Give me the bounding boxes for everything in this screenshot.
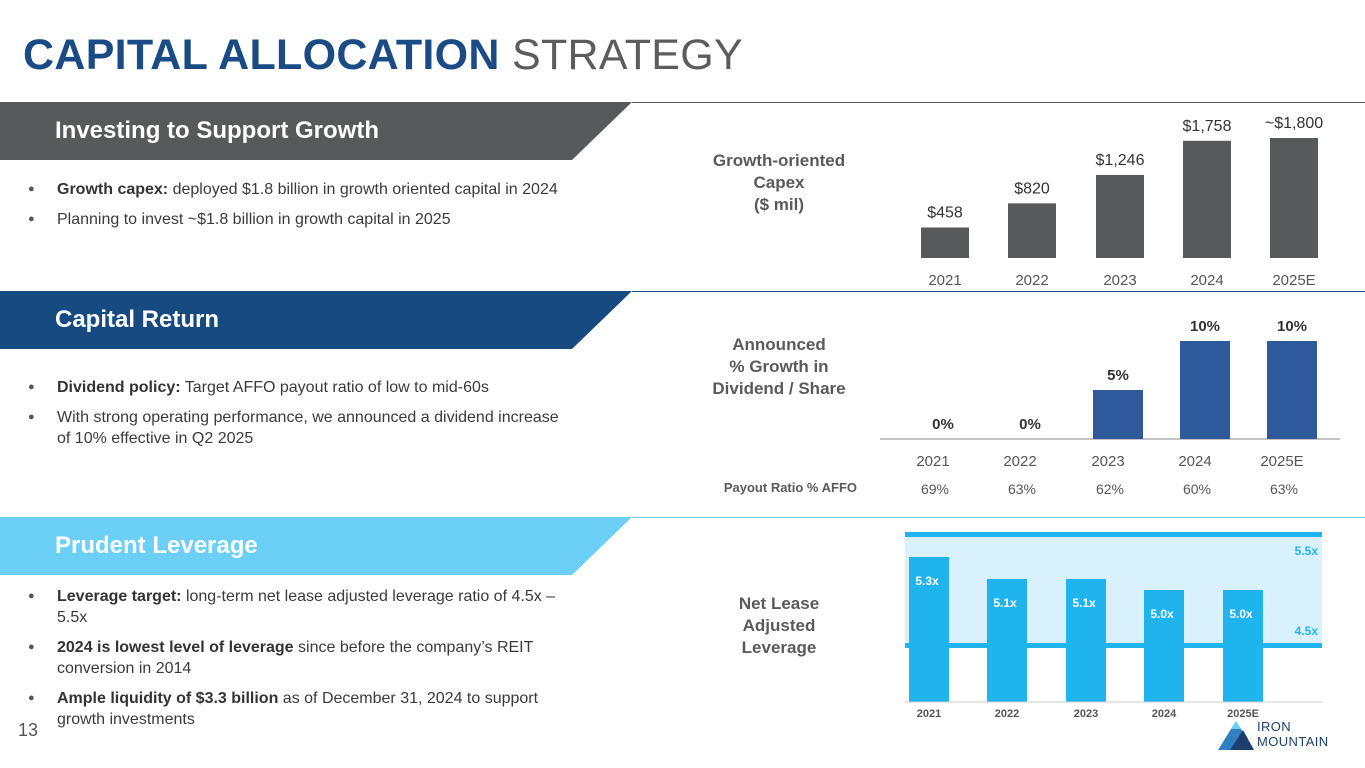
leverage-target-high-line	[905, 532, 1322, 537]
dividend-x-tick: 2024	[1178, 453, 1211, 470]
bullet-item: Growth capex: deployed $1.8 billion in g…	[24, 179, 564, 200]
leverage-x-tick: 2025E	[1227, 708, 1259, 720]
bullet-item: With strong operating performance, we an…	[24, 407, 564, 449]
bullet-item: 2024 is lowest level of leverage since b…	[24, 637, 564, 679]
band-growth	[0, 102, 632, 160]
leverage-bar	[1066, 579, 1106, 702]
leverage-bar	[909, 557, 949, 702]
section-title-growth: Investing to Support Growth	[55, 117, 379, 144]
title-light: STRATEGY	[512, 31, 743, 79]
capex-bar	[1008, 203, 1056, 258]
section-title-capital-return: Capital Return	[55, 306, 220, 333]
dividend-data-label: 0%	[1019, 416, 1041, 433]
payout-ratio-value: 63%	[1008, 481, 1036, 497]
leverage-target-low-label: 4.5x	[1295, 624, 1319, 638]
dividend-x-tick: 2025E	[1260, 453, 1303, 470]
logo-text: IRON MOUNTAIN	[1257, 719, 1329, 749]
bullet-item: Ample liquidity of $3.3 billion as of De…	[24, 688, 564, 730]
bullets-capital-return: Dividend policy: Target AFFO payout rati…	[24, 377, 564, 458]
leverage-bar	[987, 579, 1027, 702]
payout-ratio-value: 69%	[921, 481, 949, 497]
page-title: CAPITAL ALLOCATION STRATEGY	[23, 30, 743, 80]
leverage-data-label: 5.3x	[915, 574, 939, 588]
dividend-data-label: 10%	[1190, 318, 1220, 335]
capex-bar	[1183, 140, 1231, 258]
leverage-x-tick: 2023	[1074, 708, 1098, 720]
band-capital-return	[0, 291, 632, 349]
section-title-leverage: Prudent Leverage	[55, 532, 258, 559]
dividend-x-tick: 2021	[916, 453, 949, 470]
dividend-bar	[1093, 390, 1143, 439]
dividend-data-label: 5%	[1107, 367, 1129, 384]
leverage-target-low-line	[905, 643, 1322, 648]
capex-x-tick: 2021	[928, 272, 961, 289]
chart-label-leverage: Net Lease Adjusted Leverage	[738, 594, 820, 657]
capex-bar	[1270, 138, 1318, 258]
bullets-leverage: Leverage target: long-term net lease adj…	[24, 586, 564, 739]
band-capital-return-line	[632, 291, 1365, 292]
payout-ratio-value: 60%	[1183, 481, 1211, 497]
bullet-item: Planning to invest ~$1.8 billion in grow…	[24, 209, 564, 230]
dividend-bar	[1180, 341, 1230, 439]
chart-label-capex: Growth-oriented Capex ($ mil)	[712, 151, 846, 214]
capex-x-tick: 2022	[1015, 272, 1048, 289]
iron-mountain-logo	[1218, 721, 1254, 750]
band-leverage-line	[632, 517, 1365, 518]
capex-data-label: $1,758	[1183, 118, 1232, 135]
leverage-data-label: 5.0x	[1229, 607, 1253, 621]
capex-data-label: $1,246	[1096, 152, 1145, 169]
band-leverage	[0, 517, 632, 575]
capex-data-label: $820	[1014, 180, 1050, 197]
bullet-item: Leverage target: long-term net lease adj…	[24, 586, 564, 628]
payout-ratio-label: Payout Ratio % AFFO	[724, 480, 857, 495]
leverage-x-tick: 2021	[917, 708, 941, 720]
dividend-data-label: 0%	[932, 416, 954, 433]
leverage-x-tick: 2022	[995, 708, 1019, 720]
payout-ratio-value: 63%	[1270, 481, 1298, 497]
leverage-x-tick: 2024	[1152, 708, 1177, 720]
capex-bar	[921, 227, 969, 258]
page-number: 13	[18, 720, 39, 740]
chart-label-dividend: Announced% Growth in Dividend / Share	[712, 335, 846, 398]
capex-bar	[1096, 174, 1144, 258]
capex-x-tick: 2023	[1103, 272, 1136, 289]
capex-data-label: $458	[927, 204, 963, 221]
bullet-item: Dividend policy: Target AFFO payout rati…	[24, 377, 564, 398]
capex-data-label: ~$1,800	[1265, 115, 1323, 132]
dividend-bar	[1267, 341, 1317, 439]
dividend-x-tick: 2023	[1091, 453, 1124, 470]
leverage-data-label: 5.1x	[1072, 596, 1096, 610]
dividend-data-label: 10%	[1277, 318, 1307, 335]
leverage-data-label: 5.0x	[1150, 607, 1174, 621]
band-growth-line	[632, 102, 1365, 103]
title-bold: CAPITAL ALLOCATION	[23, 31, 500, 79]
capex-x-tick: 2024	[1190, 272, 1223, 289]
payout-ratio-value: 62%	[1096, 481, 1124, 497]
leverage-data-label: 5.1x	[993, 596, 1017, 610]
leverage-target-high-label: 5.5x	[1295, 544, 1319, 558]
bullets-growth: Growth capex: deployed $1.8 billion in g…	[24, 179, 564, 239]
capex-x-tick: 2025E	[1272, 272, 1315, 289]
dividend-x-tick: 2022	[1003, 453, 1036, 470]
